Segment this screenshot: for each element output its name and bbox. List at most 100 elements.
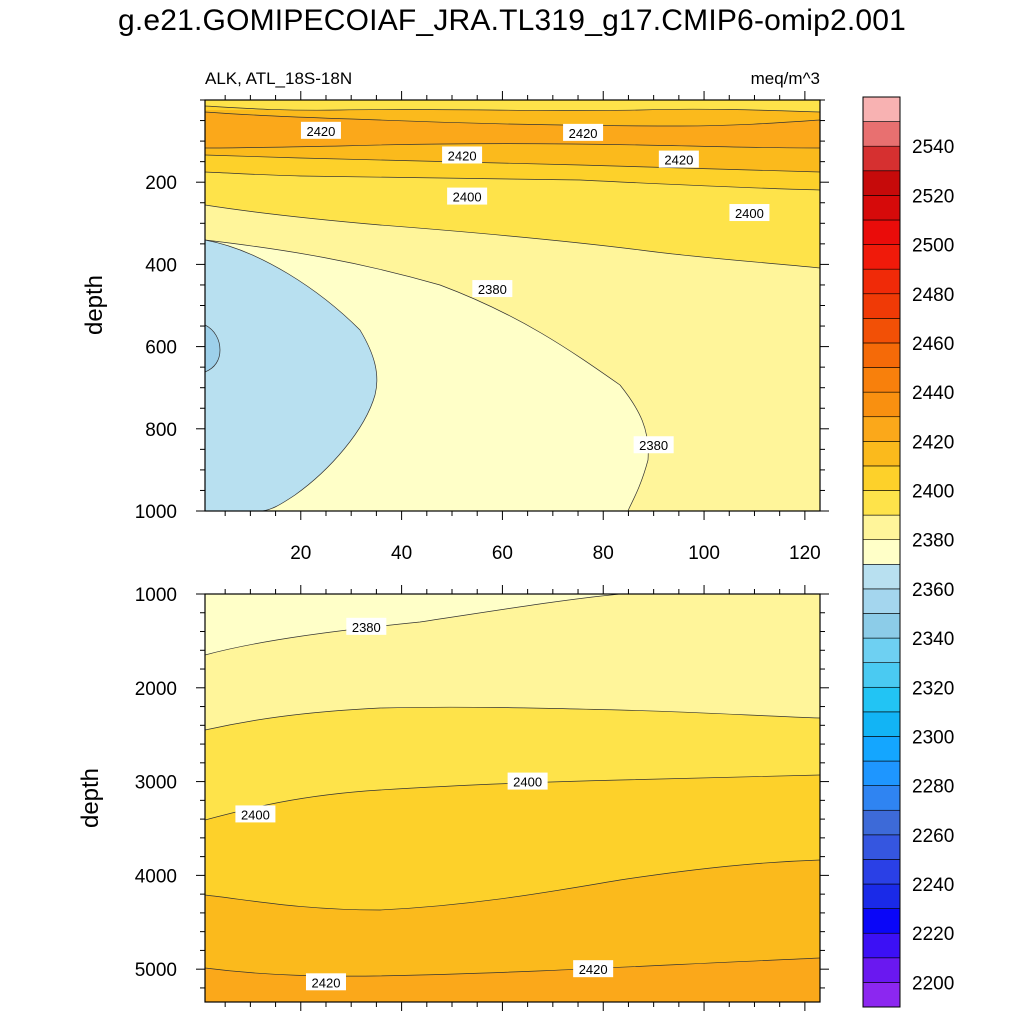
upper-ytick-label: 800	[145, 420, 177, 441]
colorbar-swatch	[862, 121, 901, 147]
lower-frame	[204, 593, 821, 1003]
lower-ytick-label: 5000	[135, 960, 177, 981]
lower-contour-lines	[205, 594, 820, 977]
colorbar-swatch	[862, 736, 901, 762]
colorbar-swatch	[862, 711, 901, 737]
colorbar-tick-label: 2480	[912, 285, 954, 306]
colorbar-tick-label: 2200	[912, 973, 954, 994]
colorbar-swatch	[862, 588, 901, 614]
colorbar-swatch	[862, 465, 901, 491]
colorbar-swatch	[862, 834, 901, 860]
upper-contour-lines	[205, 105, 820, 511]
colorbar-tick-label: 2320	[912, 678, 954, 699]
colorbar-tick-label: 2520	[912, 186, 954, 207]
colorbar-swatch	[862, 563, 901, 590]
lower-ytick-label: 4000	[135, 866, 177, 887]
colorbar-swatch	[862, 318, 901, 344]
colorbar-swatch	[862, 219, 901, 245]
colorbar-tick-label: 2340	[912, 629, 954, 650]
svg-text:2420: 2420	[312, 975, 341, 990]
svg-text:2420: 2420	[579, 962, 608, 977]
colorbar-swatch	[862, 416, 901, 442]
colorbar-swatch	[862, 957, 901, 983]
upper-ytick-label: 1000	[135, 502, 177, 523]
lower-ytick-label: 1000	[135, 585, 177, 606]
colorbar-swatch	[862, 490, 901, 516]
colorbar-swatch	[862, 195, 901, 221]
upper-xtick-label: 40	[391, 543, 412, 564]
upper-contour-label: 2420	[442, 146, 483, 164]
upper-surface-band	[205, 100, 820, 112]
colorbar-swatch	[862, 637, 901, 663]
colorbar-swatch	[862, 662, 901, 688]
upper-xtick-label: 60	[492, 543, 513, 564]
upper-ytick-label: 600	[145, 338, 177, 359]
colorbar-tick-label: 2540	[912, 137, 954, 158]
svg-text:2400: 2400	[241, 807, 270, 822]
lower-panel-fills	[205, 594, 820, 1002]
lower-contour-label: 2420	[573, 960, 614, 978]
lower-band-2430-2440	[205, 958, 820, 1002]
colorbar-tick-label: 2220	[912, 924, 954, 945]
svg-text:2400: 2400	[453, 190, 482, 205]
colorbar-swatch	[862, 170, 901, 196]
upper-xtick-label: 100	[688, 543, 720, 564]
colorbar-swatch	[862, 244, 901, 270]
colorbar-swatch	[862, 883, 901, 909]
colorbar-tick-label: 2280	[912, 777, 954, 798]
upper-ylabel: depth	[81, 275, 108, 335]
colorbar-swatch	[862, 293, 901, 319]
lower-ylabel: depth	[77, 768, 104, 828]
colorbar-tick-label: 2240	[912, 875, 954, 896]
lower-contour-labels: 2380 2400 2400 2420 2420	[235, 617, 614, 991]
right-subtitle: meq/m^3	[751, 69, 820, 88]
colorbar-tick-label: 2500	[912, 236, 954, 257]
colorbar-swatch	[862, 686, 901, 713]
upper-ytick-label: 200	[145, 173, 177, 194]
colorbar-swatch	[862, 367, 901, 393]
upper-panel-fills	[205, 100, 820, 511]
upper-contour-label: 2420	[658, 150, 699, 168]
colorbar-swatch	[862, 859, 901, 885]
colorbar-swatch	[862, 613, 901, 639]
upper-contour-label: 2380	[472, 280, 513, 298]
colorbar-swatch	[862, 539, 901, 565]
lower-ytick-label: 2000	[135, 679, 177, 700]
colorbar-swatch	[862, 982, 901, 1008]
lower-contour-label: 2400	[507, 772, 548, 790]
svg-text:2400: 2400	[735, 206, 764, 221]
colorbar-tick-label: 2380	[912, 531, 954, 552]
colorbar-tick-label: 2460	[912, 334, 954, 355]
colorbar-tick-label: 2360	[912, 580, 954, 601]
colorbar-tick-label: 2440	[912, 383, 954, 404]
upper-contour-label: 2400	[447, 187, 488, 205]
upper-contour-labels: 2420 2420 2420 2420 2400 2400 2380 2380	[300, 121, 770, 454]
upper-contour-label: 2380	[633, 436, 674, 454]
colorbar-tick-label: 2300	[912, 727, 954, 748]
colorbar-swatch	[862, 760, 901, 786]
upper-band-2430-2440	[205, 112, 820, 148]
colorbar: 2200 2220 2240 2260 2280 2300 2320 2340 2360 2380…	[862, 96, 954, 1008]
upper-ytick-label: 400	[145, 255, 177, 276]
lower-contour-label: 2420	[305, 973, 346, 991]
upper-contour-label: 2400	[729, 204, 770, 222]
lower-contour-label: 2380	[346, 617, 387, 635]
upper-xtick-label: 120	[789, 543, 821, 564]
colorbar-tick-label: 2260	[912, 826, 954, 847]
colorbar-swatch	[862, 268, 901, 295]
svg-text:2420: 2420	[306, 124, 335, 139]
lower-band-2380-2390	[205, 594, 620, 655]
colorbar-tick-label: 2420	[912, 432, 954, 453]
upper-contour-label: 2420	[300, 121, 341, 139]
lower-ytick-label: 3000	[135, 773, 177, 794]
figure-title: g.e21.GOMIPECOIAF_JRA.TL319_g17.CMIP6-om…	[117, 4, 907, 37]
svg-text:2420: 2420	[664, 153, 693, 168]
colorbar-swatch	[862, 342, 901, 368]
colorbar-swatch	[862, 785, 901, 811]
svg-text:2400: 2400	[513, 775, 542, 790]
svg-text:2380: 2380	[352, 620, 381, 635]
colorbar-swatch	[862, 932, 901, 959]
colorbar-swatch	[862, 145, 901, 172]
colorbar-swatch	[862, 441, 901, 467]
